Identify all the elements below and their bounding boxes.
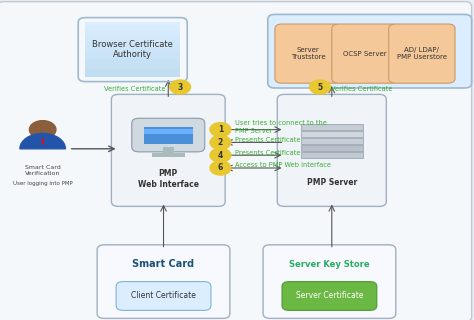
- Bar: [85, 55, 180, 57]
- Text: PMP
Web Interface: PMP Web Interface: [138, 170, 199, 189]
- Bar: [301, 145, 363, 151]
- FancyBboxPatch shape: [282, 282, 377, 310]
- Bar: [85, 57, 180, 59]
- Bar: [85, 69, 180, 71]
- Bar: [144, 127, 193, 144]
- FancyBboxPatch shape: [268, 14, 472, 88]
- Text: PMP Server: PMP Server: [307, 178, 357, 187]
- Text: 1: 1: [218, 125, 223, 134]
- Bar: [85, 39, 180, 41]
- Text: User tries to connect to the
PMP Server: User tries to connect to the PMP Server: [235, 120, 327, 134]
- Wedge shape: [20, 133, 65, 149]
- Bar: [85, 71, 180, 73]
- Text: 3: 3: [177, 83, 183, 92]
- Bar: [301, 124, 363, 130]
- Text: Verifies Certificate: Verifies Certificate: [331, 86, 392, 92]
- Polygon shape: [41, 139, 44, 147]
- FancyBboxPatch shape: [111, 94, 225, 206]
- Text: Smart Card
Verification: Smart Card Verification: [25, 165, 61, 176]
- Circle shape: [170, 80, 191, 94]
- FancyBboxPatch shape: [275, 24, 341, 83]
- Bar: [85, 52, 180, 53]
- Bar: [85, 60, 180, 62]
- Text: 2: 2: [218, 138, 223, 147]
- Circle shape: [29, 121, 56, 139]
- FancyBboxPatch shape: [116, 282, 211, 310]
- Text: Presents Certificate: Presents Certificate: [235, 137, 300, 143]
- Bar: [85, 68, 180, 69]
- Bar: [85, 24, 180, 26]
- Text: 5: 5: [318, 83, 322, 92]
- Bar: [85, 62, 180, 64]
- Bar: [85, 59, 180, 60]
- Bar: [85, 33, 180, 35]
- Circle shape: [210, 148, 231, 162]
- FancyBboxPatch shape: [132, 118, 205, 152]
- FancyBboxPatch shape: [389, 24, 455, 83]
- Bar: [85, 42, 180, 44]
- Text: Client Certificate: Client Certificate: [131, 292, 196, 300]
- Bar: [85, 66, 180, 68]
- Bar: [85, 44, 180, 46]
- Bar: [85, 22, 180, 24]
- Bar: [85, 50, 180, 52]
- Circle shape: [210, 123, 231, 137]
- Bar: [85, 28, 180, 30]
- Text: Verifies Certificate: Verifies Certificate: [104, 86, 166, 92]
- FancyBboxPatch shape: [263, 245, 396, 318]
- Text: Presents Certificate: Presents Certificate: [235, 150, 300, 156]
- FancyBboxPatch shape: [97, 245, 230, 318]
- Text: Server
Truststore: Server Truststore: [291, 47, 326, 60]
- Bar: [85, 31, 180, 33]
- FancyBboxPatch shape: [332, 24, 398, 83]
- Bar: [301, 131, 363, 137]
- Bar: [85, 53, 180, 55]
- Bar: [144, 130, 193, 134]
- Text: 6: 6: [218, 164, 223, 172]
- Text: OCSP Server: OCSP Server: [343, 51, 387, 57]
- Circle shape: [210, 135, 231, 149]
- Text: Smart Card: Smart Card: [132, 259, 195, 269]
- Bar: [85, 35, 180, 37]
- FancyBboxPatch shape: [277, 94, 386, 206]
- Text: Server Certificate: Server Certificate: [296, 292, 363, 300]
- Circle shape: [310, 80, 330, 94]
- Bar: [85, 48, 180, 50]
- Bar: [85, 75, 180, 77]
- Bar: [85, 64, 180, 66]
- Bar: [85, 41, 180, 42]
- Text: 4: 4: [218, 151, 223, 160]
- Bar: [85, 73, 180, 75]
- Bar: [163, 147, 174, 155]
- Bar: [85, 46, 180, 48]
- Bar: [85, 30, 180, 31]
- Bar: [301, 138, 363, 144]
- Bar: [301, 152, 363, 158]
- Text: AD/ LDAP/
PMP Userstore: AD/ LDAP/ PMP Userstore: [397, 47, 447, 60]
- Text: Browser Certificate
Authority: Browser Certificate Authority: [92, 40, 173, 59]
- Text: Access to PMP Web Interface: Access to PMP Web Interface: [235, 163, 331, 168]
- Bar: [152, 154, 185, 157]
- Text: Server Key Store: Server Key Store: [289, 260, 370, 269]
- Bar: [85, 37, 180, 39]
- Text: User logging into PMP: User logging into PMP: [13, 181, 73, 187]
- Circle shape: [210, 161, 231, 175]
- Bar: [85, 26, 180, 28]
